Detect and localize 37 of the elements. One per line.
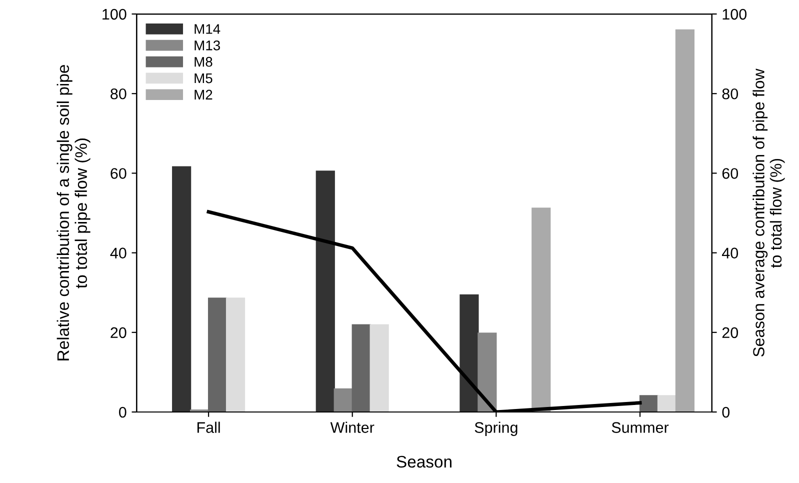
bar [657, 395, 677, 412]
y-tick-label: 40 [110, 248, 126, 258]
legend-label: M5 [194, 73, 212, 84]
legend-label: M2 [194, 90, 212, 100]
x-axis-title: Season [396, 456, 452, 468]
bar [334, 388, 353, 412]
bar [226, 298, 246, 412]
bar [639, 395, 659, 412]
bar [532, 208, 551, 412]
x-tick-label: Fall [197, 422, 220, 433]
bar [316, 170, 335, 412]
y-tick-label: 20 [110, 327, 126, 338]
legend-label: M14 [194, 24, 220, 34]
y2-axis-title: Season average contribution of pipe flow to total flow (%) [752, 68, 785, 357]
y2-tick-label: 0 [722, 406, 730, 418]
legend-label: M13 [194, 40, 220, 50]
y-tick-label: 0 [119, 406, 126, 418]
bar [172, 166, 192, 412]
y2-tick-label: 80 [722, 88, 738, 100]
y2-tick-label: 100 [722, 8, 747, 20]
bar [208, 298, 228, 412]
bar [352, 324, 371, 412]
x-tick-label: Spring [474, 422, 518, 436]
y2-tick-label: 40 [722, 248, 738, 258]
bar [460, 294, 479, 412]
y-tick-label: 100 [102, 8, 126, 20]
bar [675, 29, 694, 412]
x-tick-label: Winter [330, 422, 374, 433]
bar [478, 332, 497, 412]
bar [370, 324, 389, 412]
y-tick-label: 80 [110, 88, 126, 100]
y2-tick-label: 20 [722, 327, 738, 338]
y2-tick-label: 60 [722, 168, 738, 179]
legend-label: M8 [194, 56, 212, 67]
y-tick-label: 60 [110, 168, 126, 179]
y-axis-title: Relative contribution of a single soil pipe to total pipe flow (%) [56, 65, 90, 360]
x-tick-label: Summer [612, 422, 669, 433]
